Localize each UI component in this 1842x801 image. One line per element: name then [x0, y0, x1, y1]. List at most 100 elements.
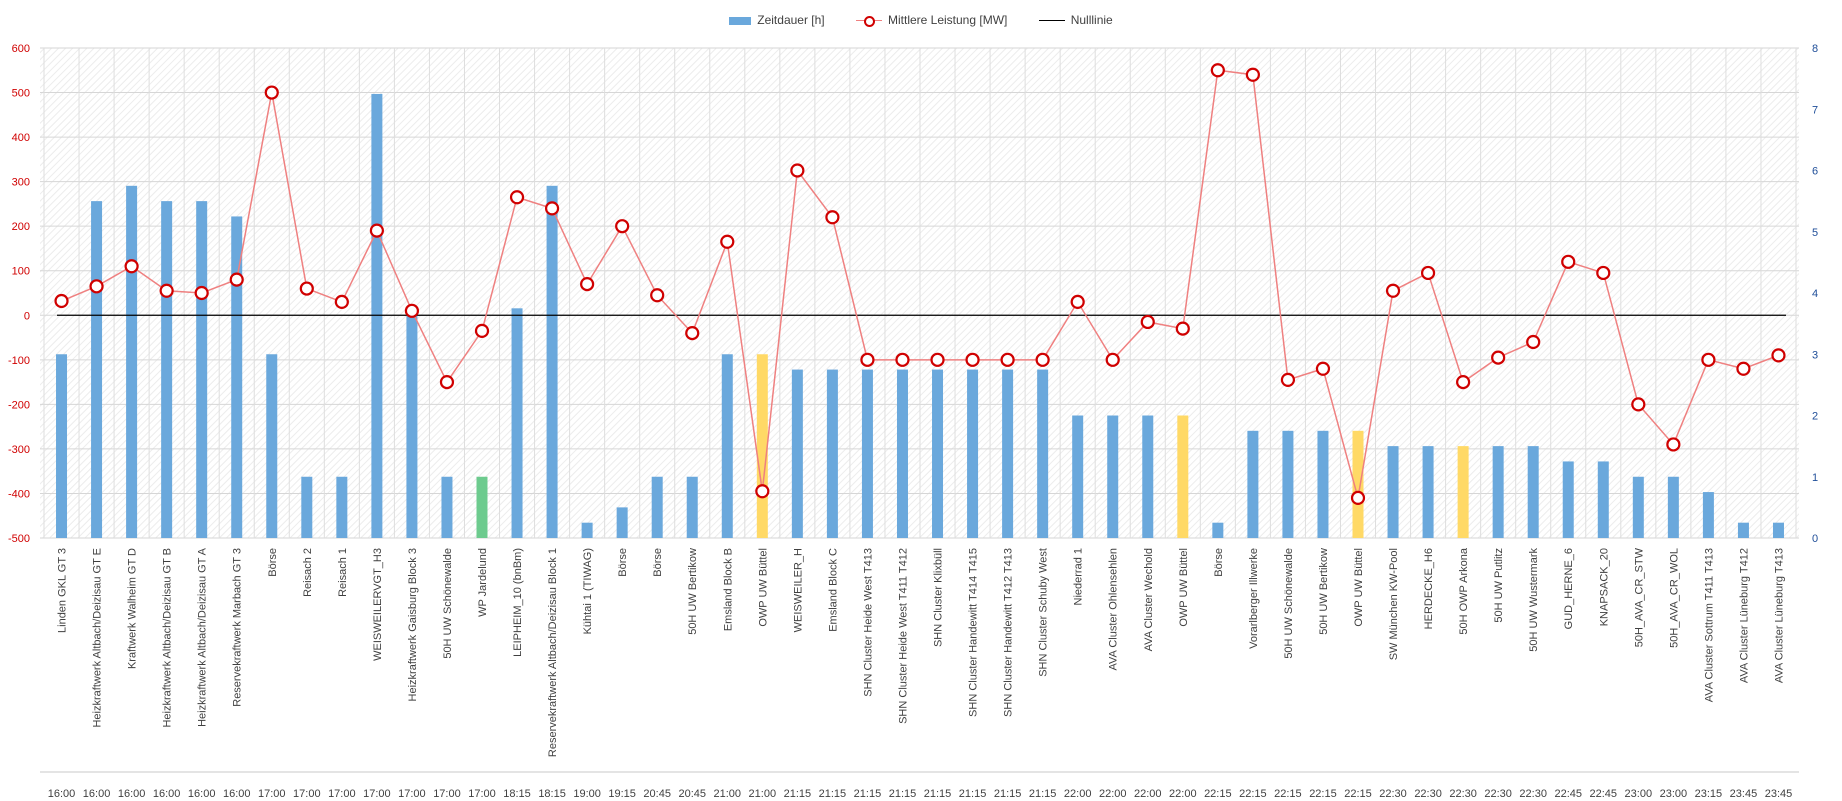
- x-category-label: SHN Cluster Handewitt T414 T415: [968, 548, 980, 717]
- x-time-label: 23:00: [1660, 788, 1688, 800]
- leistung-point: [685, 325, 700, 341]
- x-category-label: Emsland Block B: [722, 548, 734, 631]
- x-category-label: 50H UW Bertikow: [1318, 548, 1330, 635]
- x-time-label: 21:00: [749, 788, 777, 800]
- bar-zeitdauer: [1562, 461, 1574, 538]
- leistung-point: [1175, 321, 1190, 336]
- leistung-point: [1701, 352, 1716, 367]
- x-time-label: 17:00: [293, 788, 321, 800]
- bar-zeitdauer: [1282, 430, 1294, 538]
- bar-zeitdauer: [1667, 476, 1679, 538]
- x-category-label: AVA Cluster Sottrum T411 T413: [1703, 548, 1715, 702]
- bar-zeitdauer: [1737, 522, 1749, 538]
- x-category-label: SHN Cluster Heide West T413: [862, 548, 874, 697]
- x-category-label: WEISWEILERVGT_H3: [372, 548, 384, 661]
- leistung-point: [1596, 265, 1611, 281]
- leistung-point: [89, 279, 104, 294]
- leistung-point: [1666, 437, 1681, 452]
- bar-zeitdauer: [1422, 446, 1434, 538]
- leistung-point: [544, 201, 560, 216]
- leistung-point: [474, 323, 490, 338]
- leistung-point: [825, 210, 840, 225]
- x-time-label: 22:00: [1064, 788, 1092, 800]
- bar-zeitdauer: [616, 507, 628, 538]
- x-time-label: 22:45: [1590, 788, 1618, 800]
- x-category-label: AVA Cluster Lüneburg T412: [1738, 548, 1750, 683]
- x-time-label: 22:00: [1169, 788, 1197, 800]
- x-category-label: Kühtai 1 (TIWAG): [582, 548, 594, 634]
- x-time-label: 22:15: [1239, 788, 1267, 800]
- leistung-point: [1105, 352, 1120, 367]
- leistung-point: [54, 293, 69, 309]
- legend-swatch-nulllinie: [1038, 15, 1065, 27]
- bar-series-zeitdauer: [56, 93, 1784, 538]
- x-time-label: 16:00: [153, 788, 181, 800]
- legend-item-leistung: Mittlere Leistung [MW]: [855, 13, 1007, 27]
- x-category-label: SHN Cluster Handewitt T412 T413: [1003, 548, 1015, 717]
- y-left-tick-label: -200: [8, 399, 30, 411]
- bar-zeitdauer: [1457, 446, 1469, 538]
- y-left-tick-label: 600: [12, 43, 30, 55]
- legend-label-nulllinie: Nulllinie: [1070, 12, 1113, 27]
- leistung-point: [369, 223, 384, 238]
- leistung-point: [194, 285, 209, 301]
- x-category-label: WP Jardelund: [477, 548, 489, 617]
- x-time-label: 21:15: [924, 788, 952, 800]
- leistung-point: [1456, 374, 1471, 390]
- x-category-label: WEISWEILER_H: [792, 548, 804, 632]
- y-left-tick-label: 400: [12, 132, 30, 144]
- leistung-point: [860, 352, 875, 367]
- y-left-tick-label: 500: [12, 88, 30, 100]
- x-category-label: 50H UW Bertikow: [687, 548, 699, 635]
- leistung-point: [1140, 314, 1155, 330]
- bar-zeitdauer: [791, 369, 803, 538]
- leistung-point: [334, 294, 349, 310]
- x-category-label: 50H OWP Arkona: [1458, 547, 1470, 634]
- x-category-label: Kraftwerk Walheim GT D: [127, 548, 139, 669]
- y-right-tick-label: 5: [1812, 227, 1818, 239]
- legend-item-nulllinie: Nulllinie: [1038, 12, 1113, 27]
- x-category-label: Heizkraftwerk Altbach/Deizisau GT A: [197, 547, 209, 727]
- x-category-label: AVA Cluster Ohlensehlen: [1108, 548, 1120, 671]
- leistung-point: [650, 288, 665, 303]
- bar-zeitdauer: [1772, 522, 1784, 538]
- bar-zeitdauer: [1212, 522, 1224, 538]
- x-category-label: 50H UW Putlitz: [1493, 548, 1505, 623]
- x-category-label: Börse: [267, 548, 279, 577]
- x-category-label: SW München KW-Pool: [1388, 548, 1400, 660]
- bar-zeitdauer: [1527, 446, 1539, 538]
- x-time-label: 17:00: [398, 788, 426, 800]
- x-time-label: 22:00: [1099, 788, 1127, 800]
- x-time-label: 23:45: [1765, 788, 1793, 800]
- leistung-point: [755, 484, 770, 499]
- leistung-point: [1350, 490, 1366, 506]
- leistung-point: [615, 219, 630, 234]
- x-category-label: Emsland Block C: [827, 548, 839, 632]
- bar-zeitdauer: [1072, 415, 1084, 538]
- leistung-point: [124, 259, 139, 274]
- x-category-label: Heizkraftwerk Altbach/Deizisau GT B: [162, 548, 174, 728]
- x-category-label: Heizkraftwerk Gaisburg Block 3: [407, 548, 419, 701]
- leistung-point: [404, 303, 420, 318]
- x-category-label: Reservekraftwerk Marbach GT 3: [232, 548, 244, 707]
- x-category-label: LEIPHEIM_10 (bnBm): [512, 548, 524, 657]
- bar-zeitdauer: [511, 308, 523, 538]
- y-right-tick-label: 6: [1812, 166, 1818, 178]
- bar-zeitdauer: [1597, 461, 1609, 538]
- x-category-label: KNAPSACK_20: [1598, 548, 1610, 626]
- x-time-label: 21:15: [889, 788, 917, 800]
- x-category-label: Börse: [1213, 548, 1225, 577]
- bar-zeitdauer: [1387, 446, 1399, 538]
- leistung-point: [1771, 348, 1786, 363]
- y-left-tick-label: 200: [12, 221, 30, 233]
- x-time-label: 17:00: [433, 788, 461, 800]
- leistung-point: [1000, 352, 1015, 367]
- y-left-tick-label: 100: [12, 266, 30, 278]
- bar-zeitdauer: [1702, 492, 1714, 538]
- x-category-label: HERDECKE_H6: [1423, 548, 1435, 629]
- leistung-point: [1385, 283, 1401, 298]
- x-category-label: SHN Cluster Klixbüll: [933, 548, 945, 647]
- y-right-tick-label: 0: [1812, 533, 1818, 545]
- bar-zeitdauer: [546, 185, 558, 538]
- leistung-point: [895, 352, 910, 367]
